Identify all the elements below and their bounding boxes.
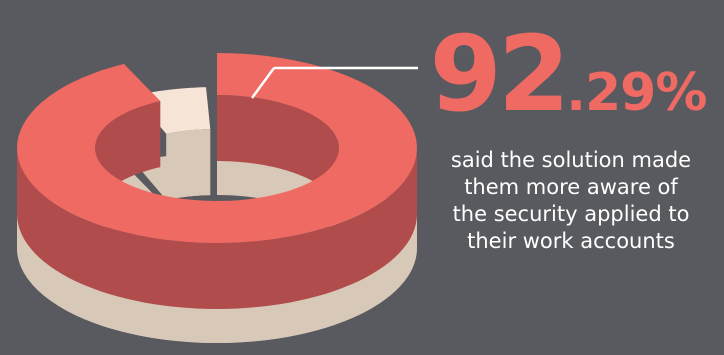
- stat-caption: said the solution made them more aware o…: [418, 147, 724, 255]
- percentage-integer: 92: [429, 13, 571, 135]
- highlight-slice-solid: [17, 53, 417, 309]
- highlight-slice-top: [17, 53, 417, 243]
- highlight-slice-inner-wall: [217, 95, 339, 214]
- caption-line: said the solution made: [450, 148, 692, 172]
- leader-line: [250, 67, 276, 99]
- remainder-slice-inner-wall: [166, 129, 211, 200]
- highlight-slice: [17, 53, 417, 309]
- highlight-slice-outer-wall: [17, 148, 417, 309]
- caption-line: the security applied to: [452, 202, 690, 226]
- ring-base-outer-wall: [17, 182, 417, 343]
- caption-line: them more aware of: [464, 175, 678, 199]
- percentage-decimal: .29%: [566, 63, 707, 123]
- percentage-value: 92.29%: [418, 22, 718, 126]
- caption-line: their work accounts: [467, 229, 675, 253]
